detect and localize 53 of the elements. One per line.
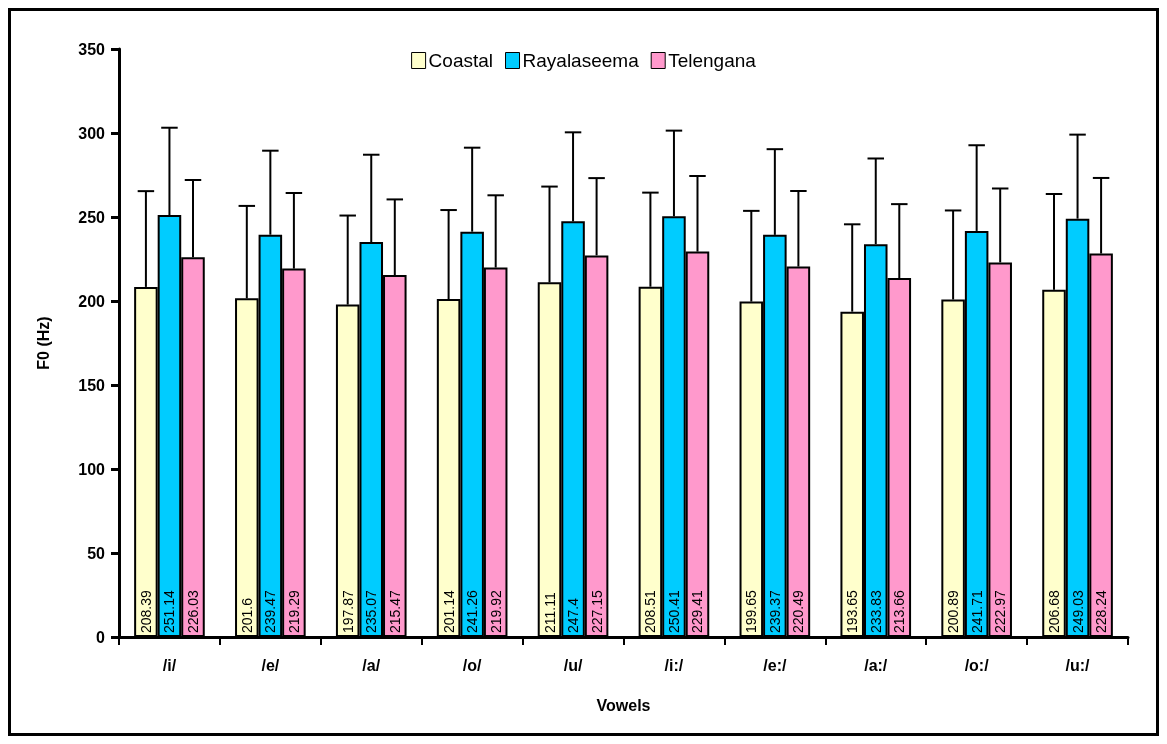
data-label: 228.24 bbox=[1093, 589, 1110, 633]
x-tick-label: /u/ bbox=[563, 656, 583, 674]
data-label: 251.14 bbox=[161, 589, 178, 633]
data-label: 201.14 bbox=[440, 589, 457, 633]
y-tick-label: 100 bbox=[78, 460, 106, 478]
y-axis-title: F0 (Hz) bbox=[34, 316, 52, 370]
y-tick-label: 200 bbox=[78, 292, 106, 310]
x-tick-label: /o:/ bbox=[964, 656, 990, 674]
y-tick-label: 300 bbox=[78, 124, 106, 142]
data-label: 239.37 bbox=[766, 589, 783, 633]
data-label: 241.26 bbox=[464, 589, 481, 633]
data-label: 249.03 bbox=[1069, 589, 1086, 633]
y-tick-label: 350 bbox=[78, 40, 106, 58]
data-label: 220.49 bbox=[790, 589, 807, 633]
legend-label: Telengana bbox=[668, 50, 757, 71]
data-label: 241.71 bbox=[968, 589, 985, 633]
data-label: 200.89 bbox=[945, 589, 962, 633]
data-label: 201.6 bbox=[238, 597, 255, 633]
data-label: 219.29 bbox=[285, 589, 302, 633]
data-label: 211.11 bbox=[541, 592, 558, 633]
data-label: 226.03 bbox=[184, 589, 201, 633]
data-label: 208.51 bbox=[642, 589, 659, 633]
data-label: 222.97 bbox=[992, 589, 1009, 633]
x-axis-title: Vowels bbox=[596, 696, 651, 714]
legend-label: Coastal bbox=[428, 50, 494, 71]
data-label: 247.4 bbox=[565, 597, 582, 633]
y-tick-label: 250 bbox=[78, 208, 106, 226]
data-label: 213.66 bbox=[891, 589, 908, 633]
data-label: 250.41 bbox=[665, 589, 682, 633]
data-label: 206.68 bbox=[1046, 589, 1063, 633]
x-tick-label: /a:/ bbox=[864, 656, 888, 674]
data-label: 229.41 bbox=[689, 589, 706, 633]
y-tick-label: 150 bbox=[78, 376, 106, 394]
x-tick-label: /e/ bbox=[261, 656, 280, 674]
x-tick-label: /i/ bbox=[162, 656, 177, 674]
x-tick-label: /u:/ bbox=[1065, 656, 1091, 674]
data-label: 199.65 bbox=[743, 589, 760, 633]
legend-label: Rayalaseema bbox=[522, 50, 640, 71]
data-label: 227.15 bbox=[588, 589, 605, 633]
data-label: 197.87 bbox=[339, 589, 356, 633]
data-label: 233.83 bbox=[867, 589, 884, 633]
y-tick-label: 50 bbox=[87, 544, 106, 562]
data-label: 215.47 bbox=[386, 589, 403, 633]
data-label: 235.07 bbox=[363, 589, 380, 633]
data-label: 219.92 bbox=[487, 589, 504, 633]
x-tick-label: /o/ bbox=[462, 656, 483, 674]
x-tick-label: /i:/ bbox=[664, 656, 684, 674]
x-tick-label: /a/ bbox=[362, 656, 381, 674]
y-tick-label: 0 bbox=[96, 628, 106, 646]
data-label: 239.47 bbox=[262, 589, 279, 633]
data-label: 193.65 bbox=[844, 589, 861, 633]
data-label: 208.39 bbox=[137, 589, 154, 633]
x-tick-label: /e:/ bbox=[763, 656, 787, 674]
